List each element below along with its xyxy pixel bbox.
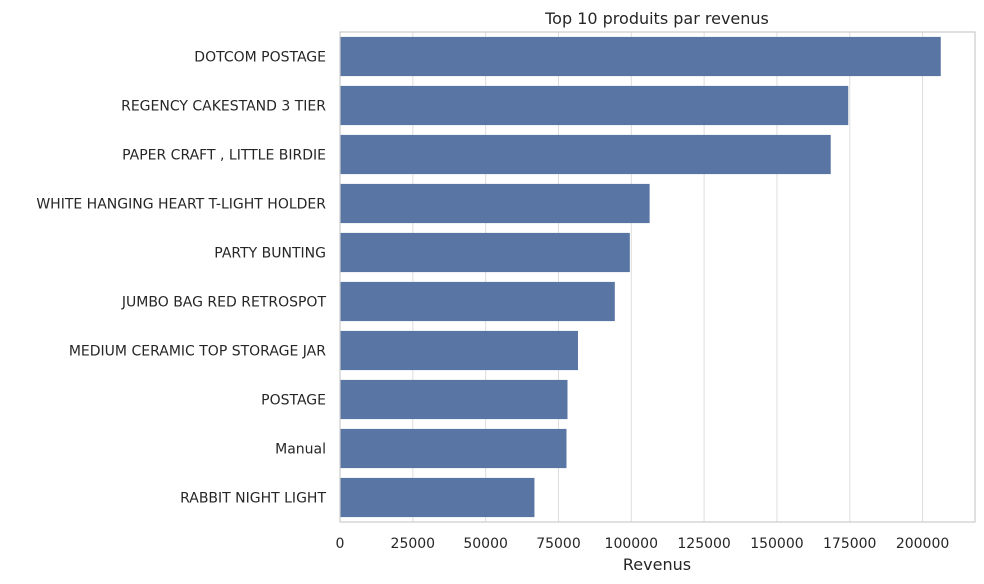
bar bbox=[340, 134, 831, 175]
chart-title: Top 10 produits par revenus bbox=[544, 9, 769, 28]
x-tick-label: 50000 bbox=[463, 536, 508, 552]
bar bbox=[340, 281, 615, 322]
bar bbox=[340, 85, 849, 126]
x-tick-label: 100000 bbox=[605, 536, 658, 552]
x-tick-label: 125000 bbox=[677, 536, 730, 552]
y-category-label: POSTAGE bbox=[261, 393, 326, 409]
y-category-label: PARTY BUNTING bbox=[214, 246, 326, 262]
y-category-label: JUMBO BAG RED RETROSPOT bbox=[121, 295, 327, 311]
x-tick-label: 200000 bbox=[896, 536, 949, 552]
bar bbox=[340, 428, 567, 469]
plot-frame bbox=[339, 31, 976, 523]
x-tick-label: 150000 bbox=[750, 536, 803, 552]
y-category-label: Manual bbox=[275, 442, 326, 458]
bars bbox=[340, 36, 941, 518]
y-category-label: WHITE HANGING HEART T-LIGHT HOLDER bbox=[36, 197, 326, 213]
x-tick-label: 0 bbox=[336, 536, 345, 552]
x-axis-title: Revenus bbox=[623, 555, 691, 574]
y-category-label: RABBIT NIGHT LIGHT bbox=[180, 491, 326, 507]
x-tick-label: 75000 bbox=[536, 536, 581, 552]
bar bbox=[340, 232, 630, 273]
bar bbox=[340, 36, 941, 77]
bar bbox=[340, 379, 568, 420]
y-category-label: DOTCOM POSTAGE bbox=[194, 50, 326, 66]
y-category-label: MEDIUM CERAMIC TOP STORAGE JAR bbox=[69, 344, 326, 360]
bar bbox=[340, 183, 650, 224]
bar bbox=[340, 477, 535, 518]
x-tick-label: 25000 bbox=[391, 536, 436, 552]
y-category-label: REGENCY CAKESTAND 3 TIER bbox=[121, 99, 326, 115]
y-axis-labels: DOTCOM POSTAGE REGENCY CAKESTAND 3 TIER PA… bbox=[36, 50, 326, 507]
bar bbox=[340, 330, 578, 371]
y-category-label: PAPER CRAFT , LITTLE BIRDIE bbox=[122, 148, 326, 164]
x-axis-ticks: 0 25000 50000 75000 100000 125000 150000 175000… bbox=[336, 536, 950, 552]
x-tick-label: 175000 bbox=[823, 536, 876, 552]
